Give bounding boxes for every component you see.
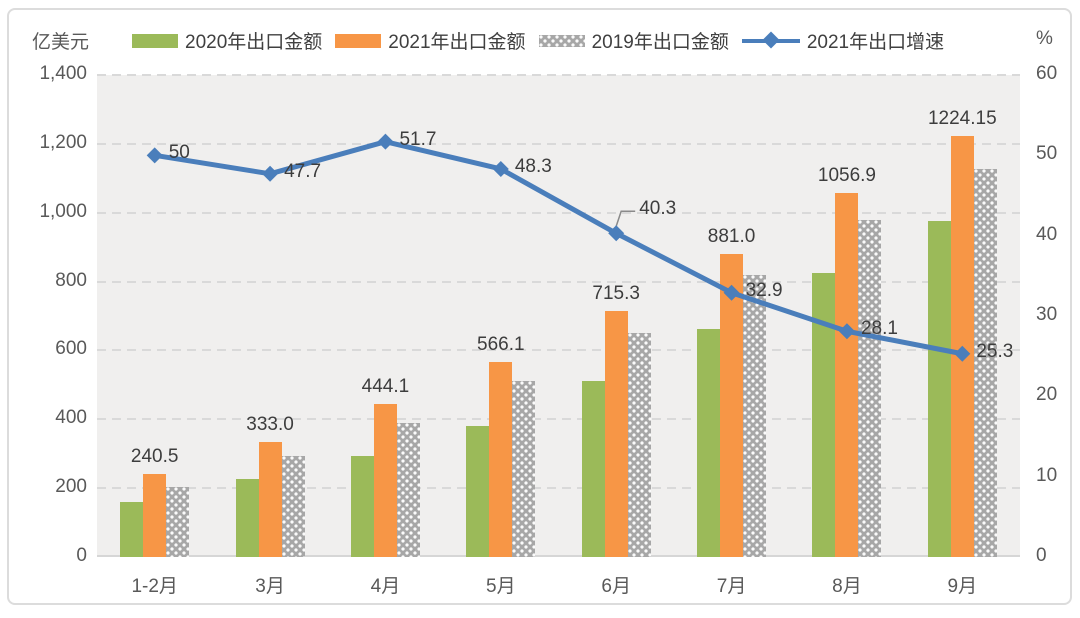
left-axis-tick: 800	[55, 269, 87, 291]
bar-2021年出口金额	[835, 193, 859, 557]
bar-2021年出口金额	[143, 474, 167, 557]
bar-2019年出口金额	[396, 422, 420, 557]
bar-2020年出口金额	[581, 381, 605, 557]
bar-2019年出口金额	[627, 332, 651, 557]
bar-2019年出口金额	[166, 486, 190, 557]
right-axis-tick: 10	[1036, 464, 1058, 486]
right-axis-tick: 60	[1036, 63, 1058, 84]
left-axis-tick: 1,400	[39, 63, 87, 84]
bar-value-label: 715.3	[592, 282, 640, 304]
bar-2019年出口金额	[281, 456, 305, 557]
x-axis-label: 8月	[832, 576, 862, 597]
bar-value-label: 1224.15	[927, 107, 997, 129]
left-axis-tick: 1,200	[39, 131, 87, 153]
right-axis-tick: 20	[1036, 384, 1058, 406]
growth-value-label: 50	[168, 142, 190, 164]
right-axis-tick: 50	[1036, 143, 1058, 165]
legend-item-2021: 2021年出口金额	[335, 27, 526, 54]
bar-2020年出口金额	[697, 328, 721, 557]
bar-value-label: 881.0	[707, 225, 756, 247]
bar-2020年出口金额	[927, 220, 951, 557]
green-bar-swatch-icon	[132, 33, 178, 48]
growth-value-label: 32.9	[745, 279, 783, 301]
x-axis-label: 4月	[370, 576, 401, 597]
bar-2021年出口金额	[604, 310, 628, 557]
growth-value-label: 28.1	[860, 318, 898, 340]
legend-item-2020: 2020年出口金额	[132, 27, 322, 54]
x-axis-label: 9月	[947, 576, 978, 597]
orange-bar-swatch-icon	[335, 33, 382, 48]
gridline	[97, 280, 1020, 283]
bar-value-label: 333.0	[246, 414, 294, 436]
bar-2019年出口金额	[858, 220, 882, 557]
blue-line-diamond-swatch-icon	[741, 31, 800, 49]
gridline	[97, 74, 1020, 76]
gridline	[97, 211, 1020, 214]
growth-value-label: 51.7	[399, 128, 437, 150]
legend: 2020年出口金额 2021年出口金额 2019年出口金额 2021年出口增速	[132, 27, 944, 54]
bar-2021年出口金额	[373, 404, 397, 557]
bar-value-label: 240.5	[130, 446, 179, 468]
growth-value-label: 48.3	[514, 155, 552, 177]
bar-2020年出口金额	[235, 479, 259, 557]
right-axis-tick: 40	[1036, 223, 1058, 245]
left-axis-tick: 0	[76, 545, 87, 566]
bar-2020年出口金额	[120, 501, 144, 557]
bar-2019年出口金额	[743, 274, 767, 557]
gray-dotted-swatch-icon	[538, 34, 585, 47]
left-axis-tick: 200	[55, 476, 87, 498]
x-axis-label: 7月	[716, 576, 747, 597]
x-axis-label: 5月	[486, 576, 516, 597]
right-axis-unit-label: %	[1036, 28, 1053, 49]
left-axis-tick: 1,000	[39, 200, 87, 222]
bar-2020年出口金额	[812, 272, 836, 557]
bar-2020年出口金额	[350, 456, 374, 557]
bar-2021年出口金额	[720, 253, 744, 557]
growth-value-label: 40.3	[639, 198, 677, 220]
bar-value-label: 1056.9	[817, 165, 876, 187]
bar-value-label: 444.1	[361, 376, 410, 398]
bar-2020年出口金额	[466, 425, 490, 557]
left-axis-tick: 400	[55, 407, 87, 429]
growth-line-series	[146, 133, 971, 362]
gridline	[97, 418, 1020, 421]
bar-2019年出口金额	[973, 169, 997, 557]
right-axis-tick: 30	[1036, 304, 1058, 325]
gridline	[97, 142, 1020, 145]
gridline	[97, 487, 1020, 490]
growth-value-label: 25.3	[976, 340, 1014, 362]
legend-label-growth: 2021年出口增速	[806, 32, 945, 53]
bar-2021年出口金额	[258, 442, 282, 557]
legend-item-2019: 2019年出口金额	[538, 27, 729, 54]
x-axis-label: 1-2月	[131, 576, 178, 597]
bar-value-label: 566.1	[477, 334, 525, 356]
growth-value-label: 47.7	[284, 160, 322, 182]
left-axis-unit-label: 亿美元	[32, 32, 90, 53]
legend-item-growth: 2021年出口增速	[741, 27, 945, 54]
gridline	[97, 349, 1020, 352]
legend-label-2019: 2019年出口金额	[591, 32, 729, 53]
legend-label-2021: 2021年出口金额	[388, 32, 526, 53]
legend-label-2020: 2020年出口金额	[185, 32, 323, 53]
bar-2021年出口金额	[489, 362, 513, 557]
right-axis-tick: 0	[1036, 545, 1047, 566]
bar-2019年出口金额	[512, 380, 536, 557]
x-axis-label: 6月	[601, 576, 631, 597]
x-axis-label: 3月	[255, 576, 285, 597]
left-axis-tick: 600	[55, 338, 87, 360]
